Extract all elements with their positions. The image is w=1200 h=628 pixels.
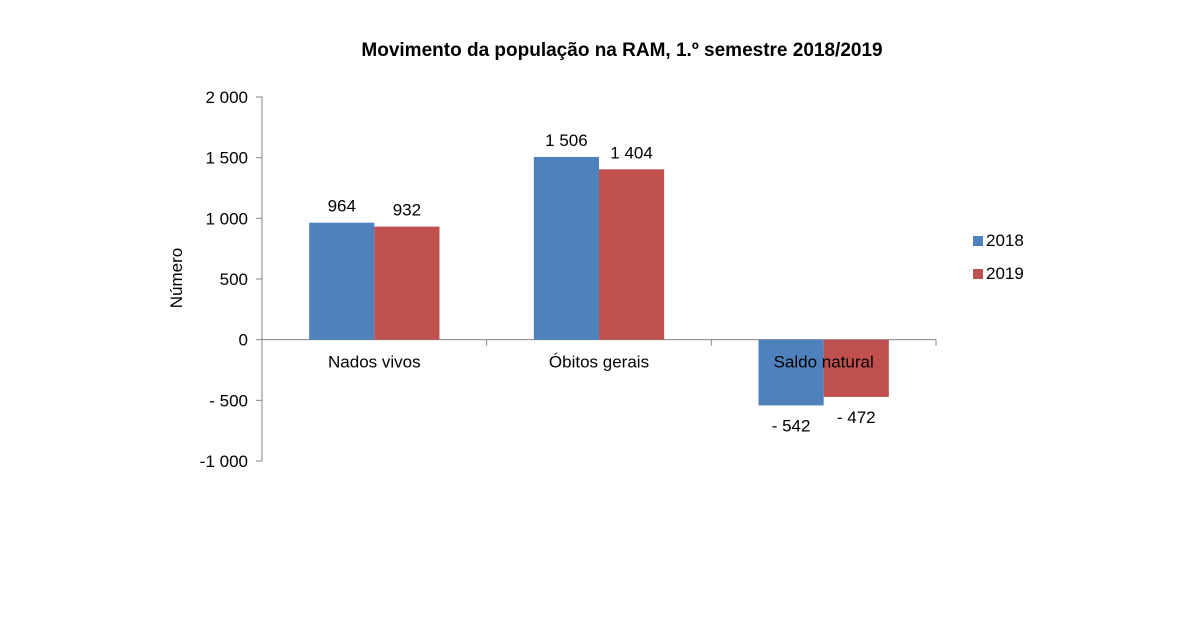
y-tick-label: 1 000 (205, 209, 248, 228)
legend-label: 2019 (986, 264, 1024, 283)
y-tick-label: 0 (239, 331, 248, 350)
y-tick-label: - 500 (209, 391, 248, 410)
y-tick-label: 500 (220, 270, 248, 289)
legend-swatch (973, 236, 983, 246)
data-label: 1 404 (610, 143, 653, 162)
data-labels: 964 932 1 506 1 404 - 542 - 472 (328, 131, 876, 435)
bar-2018-0 (309, 222, 375, 340)
y-axis-label: Número (167, 248, 186, 308)
data-label: 964 (328, 197, 356, 216)
category-label: Nados vivos (328, 353, 421, 372)
y-tick-label: 2 000 (205, 88, 248, 107)
data-label: - 542 (772, 416, 811, 435)
data-label: - 472 (837, 408, 876, 427)
y-tick-label: 1 500 (205, 149, 248, 168)
category-labels: Nados vivos Óbitos gerais Saldo natural (328, 353, 874, 372)
chart-title: Movimento da população na RAM, 1.º semes… (361, 40, 882, 61)
category-label: Saldo natural (774, 353, 874, 372)
legend: 2018 2019 (973, 231, 1024, 283)
bars (309, 156, 889, 406)
y-tick-label: -1 000 (200, 452, 248, 471)
bar-2019-1 (599, 169, 665, 340)
bar-2018-2 (758, 339, 824, 406)
y-axis: 2 000 1 500 1 000 500 0 - 500 -1 000 (200, 88, 263, 471)
category-label: Óbitos gerais (549, 353, 649, 372)
legend-swatch (973, 269, 983, 279)
legend-label: 2018 (986, 231, 1024, 250)
data-label: 1 506 (545, 131, 588, 150)
bar-2019-2 (823, 339, 889, 397)
data-label: 932 (393, 201, 421, 220)
bar-2018-1 (533, 156, 599, 340)
bar-2019-0 (374, 226, 440, 340)
